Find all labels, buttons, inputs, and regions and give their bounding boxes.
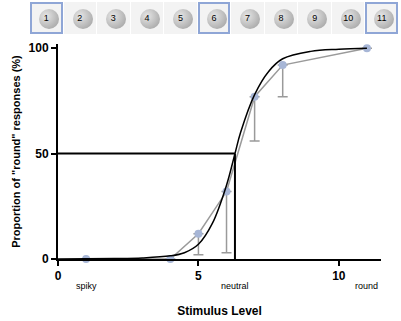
svg-text:5: 5 (195, 269, 202, 283)
html-text:9: 9 (312, 13, 318, 23)
html-text:10: 10 (343, 13, 354, 23)
html-text:3: 3 (110, 13, 116, 23)
html-text:4: 4 (144, 13, 150, 23)
svg-text:10: 10 (332, 269, 346, 283)
html-text:8: 8 (278, 13, 284, 23)
svg-text:spiky: spiky (76, 281, 97, 291)
html-text:7: 7 (245, 13, 251, 23)
html-text:11: 11 (377, 13, 387, 23)
svg-text:Proportion of "round" response: Proportion of "round" responses (%) (10, 55, 22, 248)
html-text:5: 5 (177, 13, 183, 23)
html-text:2: 2 (77, 13, 83, 23)
html-text:6: 6 (211, 13, 217, 23)
svg-text:0: 0 (55, 269, 62, 283)
svg-text:round: round (355, 281, 378, 291)
svg-text:Stimulus Level: Stimulus Level (177, 304, 262, 318)
svg-text:100: 100 (29, 41, 49, 55)
svg-text:50: 50 (35, 147, 49, 161)
svg-text:neutral: neutral (221, 281, 249, 291)
svg-text:0: 0 (42, 252, 49, 266)
html-text:1: 1 (43, 13, 49, 23)
